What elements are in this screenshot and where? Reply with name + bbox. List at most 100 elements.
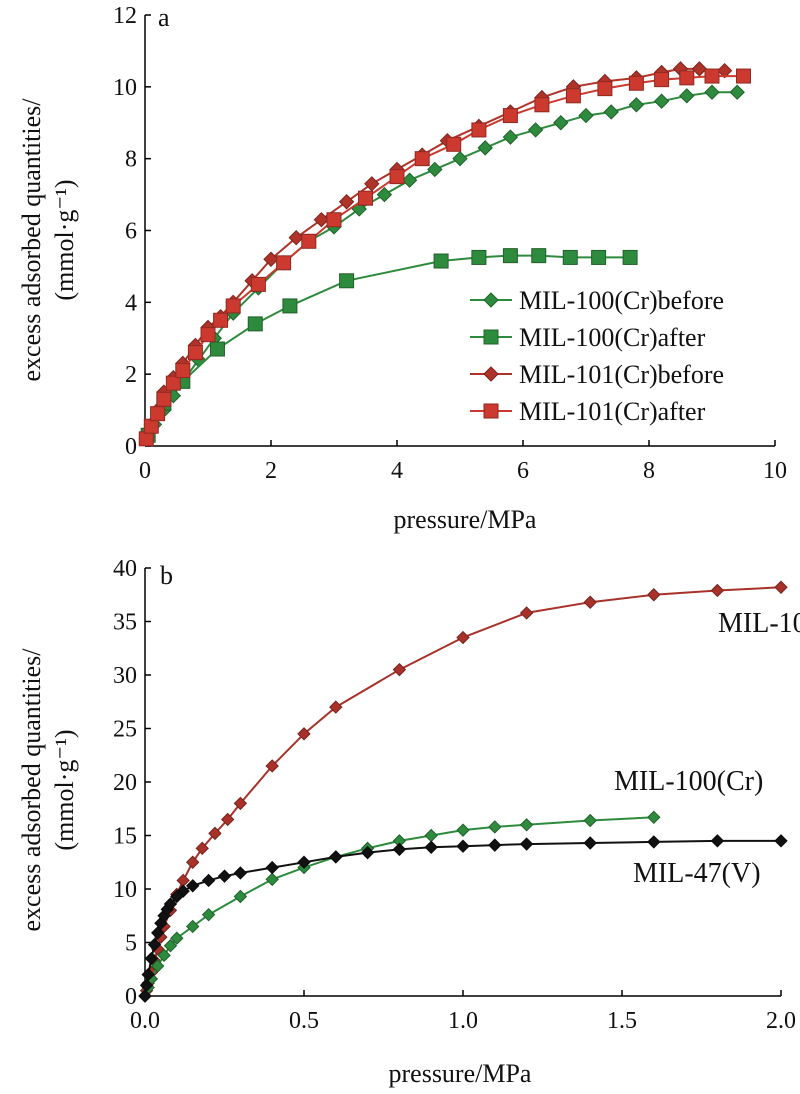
y-tick-label: 20 [113,770,137,796]
data-point [185,919,200,934]
data-point [138,431,154,447]
data-point [201,873,216,888]
data-point [301,233,317,249]
data-point [389,169,405,185]
data-point [424,840,438,854]
data-point [339,273,355,289]
data-point [534,97,550,113]
data-point [679,70,695,86]
data-point [527,122,544,138]
data-point [213,312,229,328]
x-tick-label: 8 [643,458,655,484]
data-point [156,391,172,407]
data-point [502,248,518,264]
panel-b-x-axis-label: pressure/MPa [389,1059,532,1088]
legend-label-mil100-after: MIL-100(Cr)after [519,323,706,352]
data-point [201,907,216,922]
legend-item-mil101-after: MIL-101(Cr)after [470,397,706,426]
data-point [519,818,534,832]
panel-a-legend: MIL-100(Cr)before MIL-100(Cr)after MIL-1… [470,286,724,426]
data-point [338,194,355,210]
series-label-mil101: MIL-101(Cr) [718,608,800,639]
series-mil-101-cr-after [138,68,751,447]
data-point [209,341,225,357]
data-point [531,248,547,264]
data-point [358,190,373,206]
panel-a-y-axis-unit: (mmol·g⁻¹) [50,179,79,300]
data-point [654,72,670,88]
data-point [691,61,708,77]
data-point [329,850,343,864]
y-tick-label: 8 [125,147,137,173]
y-tick-label: 15 [113,824,137,850]
legend-marker-square-green [470,329,512,345]
data-point [143,418,159,434]
data-point [433,253,449,269]
data-point [233,866,248,880]
panel-b-plot-area: 0 5 10 15 20 25 30 35 40 0.0 0.5 1.0 1.5 2.0 [113,556,796,1034]
data-point [392,662,407,677]
data-point [519,606,534,620]
data-point [578,107,594,124]
x-tick-label: 4 [391,458,403,484]
data-point [591,249,607,265]
data-point [144,951,159,966]
data-point [628,75,644,91]
data-point [392,842,407,857]
data-point [313,212,330,228]
series-mil-100-cr-after [140,248,638,443]
data-point [471,122,487,138]
panel-a-letter: a [158,3,170,32]
x-tick-label: 0.5 [289,1008,319,1034]
data-point [195,841,209,856]
data-point [329,700,343,714]
data-point [151,926,165,940]
data-point [736,68,751,84]
data-point [679,88,695,104]
data-point [150,406,166,422]
panel-a-y-axis-title: excess adsorbed quantities/ (mmol·g⁻¹) [17,98,79,382]
data-point [141,967,155,982]
legend-marker-diamond-red [470,366,512,382]
legend-item-mil100-before: MIL-100(Cr)before [470,286,724,315]
data-point [225,298,241,314]
y-tick-label: 30 [113,663,137,689]
x-tick-label: 1.0 [448,1008,478,1034]
data-point [774,834,788,848]
x-tick-label: 1.5 [607,1008,637,1034]
data-point [282,298,298,314]
data-point [647,810,661,825]
x-tick-label: 2.0 [766,1008,796,1034]
data-point [151,959,165,973]
data-point [446,136,462,152]
data-point [200,327,216,343]
data-point [297,855,311,869]
panel-b-letter: b [160,561,173,590]
y-tick-label: 12 [113,3,137,29]
data-point [233,889,248,904]
data-point [176,884,190,898]
series-mil-47-v- [138,834,788,1003]
data-point [364,176,380,192]
data-point [456,630,470,645]
data-point [704,84,720,100]
y-tick-label: 4 [125,290,137,316]
data-point [502,108,518,124]
series-mil-100-cr- [138,810,661,1003]
data-point [220,812,235,827]
data-point [710,834,725,848]
legend-label-mil101-before: MIL-101(Cr)before [519,360,724,389]
x-tick-label: 2 [265,458,277,484]
data-point [288,229,304,246]
data-point [488,820,502,834]
data-point [774,580,788,594]
panel-b-y-axis-unit: (mmol·g⁻¹) [50,729,79,850]
y-tick-label: 5 [125,931,137,957]
data-point [414,151,430,167]
data-point [488,838,502,852]
y-tick-label: 10 [113,877,137,903]
data-point [265,860,279,875]
data-point [583,813,597,828]
data-point [163,897,178,911]
